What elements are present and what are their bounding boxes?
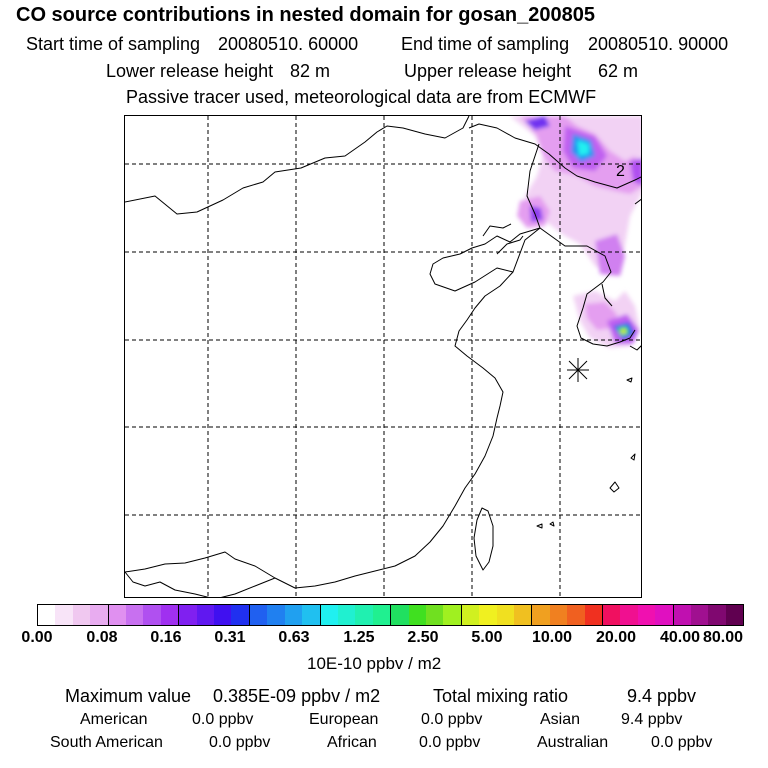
map-canvas: 2: [125, 116, 641, 597]
page-title: CO source contributions in nested domain…: [16, 4, 596, 26]
colorbar-segment: [672, 605, 692, 625]
total-mixing-label: Total mixing ratio: [433, 686, 569, 706]
colorbar-segment: [602, 605, 621, 625]
colorbar-unit: 10E-10 ppbv / m2: [307, 654, 442, 673]
colorbar-segment: [319, 605, 338, 625]
colorbar-segment: [196, 605, 215, 625]
tracer-note: Passive tracer used, meteorological data…: [126, 87, 597, 107]
lower-height-label: Lower release height: [106, 61, 274, 81]
lat-lon-grid: [125, 116, 641, 597]
colorbar-tick: 1.25: [343, 629, 375, 646]
colorbar-segment: [143, 605, 161, 625]
colorbar-tick: 80.00: [702, 629, 744, 646]
start-time-label: Start time of sampling: [26, 34, 201, 54]
colorbar-segment: [160, 605, 179, 625]
region-name: South American: [50, 734, 163, 751]
colorbar-tick: 5.00: [471, 629, 503, 646]
colorbar-tick: 0.63: [278, 629, 310, 646]
colorbar-tick: 0.31: [214, 629, 246, 646]
colorbar-segment: [72, 605, 91, 625]
upper-height-label: Upper release height: [404, 61, 572, 81]
colorbar-segment: [725, 605, 744, 625]
colorbar-segment: [460, 605, 480, 625]
max-value-label: Maximum value: [65, 686, 192, 706]
colorbar-segment: [531, 605, 550, 625]
region-value: 0.0 ppbv: [421, 711, 483, 728]
contour-label: 2: [616, 163, 625, 180]
colorbar-segment: [267, 605, 285, 625]
colorbar-segment: [549, 605, 568, 625]
colorbar-segment: [231, 605, 249, 625]
colorbar-segment: [355, 605, 373, 625]
map-panel: 2: [124, 115, 642, 598]
upper-height-value: 62 m: [598, 61, 639, 81]
colorbar-segment: [284, 605, 303, 625]
colorbar-segment: [372, 605, 391, 625]
colorbar-segment: [390, 605, 409, 625]
colorbar-segment: [655, 605, 673, 625]
colorbar-segment: [302, 605, 320, 625]
colorbar-segment: [637, 605, 656, 625]
colorbar-segment: [337, 605, 356, 625]
colorbar-segment: [479, 605, 497, 625]
end-time-label: End time of sampling: [401, 34, 570, 54]
lower-height-value: 82 m: [290, 61, 331, 81]
colorbar-segment: [178, 605, 197, 625]
colorbar-tick: 0.08: [86, 629, 118, 646]
start-time-value: 20080510. 60000: [218, 34, 359, 54]
colorbar-segment: [496, 605, 514, 625]
colorbar-tick: 40.00: [659, 629, 701, 646]
total-mixing-value: 9.4 ppbv: [627, 686, 697, 706]
colorbar-segment: [408, 605, 426, 625]
coastlines: [125, 116, 641, 597]
colorbar-segment: [126, 605, 144, 625]
receptor-star-icon: [567, 358, 589, 382]
colorbar-segment: [567, 605, 585, 625]
colorbar-segment: [55, 605, 73, 625]
colorbar-tick: 0.16: [150, 629, 182, 646]
max-value: 0.385E-09 ppbv / m2: [213, 686, 381, 706]
colorbar-segment: [90, 605, 108, 625]
region-value: 9.4 ppbv: [621, 711, 683, 728]
colorbar-segment: [620, 605, 638, 625]
end-time-value: 20080510. 90000: [588, 34, 729, 54]
colorbar-segment: [584, 605, 602, 625]
region-name: Australian: [537, 734, 609, 751]
region-value: 0.0 ppbv: [651, 734, 713, 751]
colorbar: [37, 604, 744, 626]
colorbar-tick: 2.50: [407, 629, 439, 646]
colorbar-segment: [513, 605, 532, 625]
concentration-field: [510, 116, 641, 348]
colorbar-tick: 0.00: [21, 629, 53, 646]
colorbar-segment: [425, 605, 444, 625]
colorbar-segment: [107, 605, 127, 625]
region-name: American: [80, 711, 148, 728]
colorbar-tick: 10.00: [531, 629, 573, 646]
colorbar-segment: [443, 605, 461, 625]
colorbar-tick: 20.00: [595, 629, 637, 646]
region-value: 0.0 ppbv: [419, 734, 481, 751]
colorbar-segment: [38, 605, 56, 625]
colorbar-segment: [248, 605, 268, 625]
colorbar-segment: [214, 605, 232, 625]
colorbar-segment: [691, 605, 709, 625]
region-name: European: [309, 711, 379, 728]
colorbar-segment: [708, 605, 726, 625]
region-name: Asian: [540, 711, 581, 728]
region-value: 0.0 ppbv: [209, 734, 271, 751]
region-name: African: [327, 734, 377, 751]
region-value: 0.0 ppbv: [192, 711, 254, 728]
